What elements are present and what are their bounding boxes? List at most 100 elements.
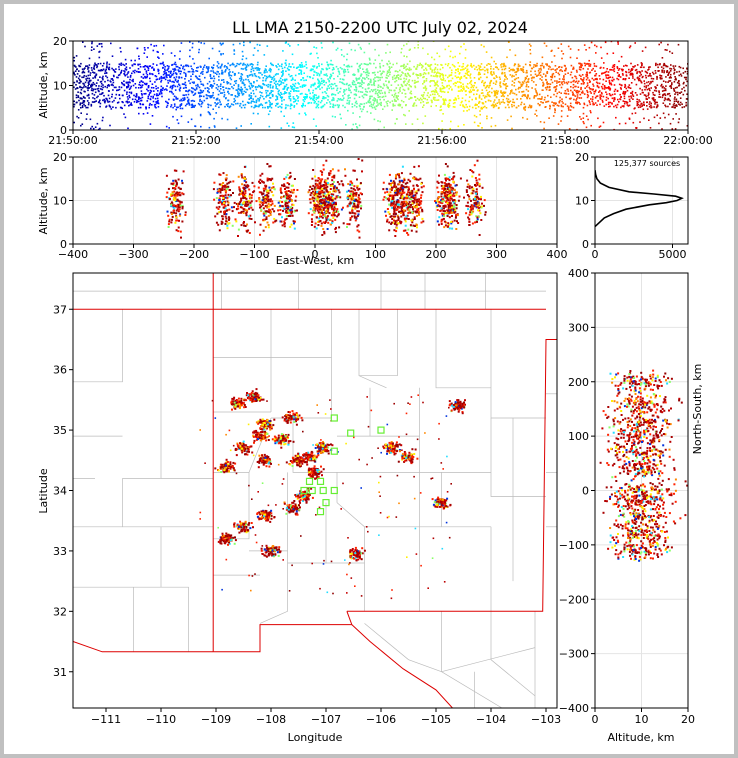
time-height-point [307, 102, 309, 105]
time-height-point [208, 57, 210, 60]
time-height-point [113, 75, 115, 78]
time-height-point [468, 105, 471, 108]
time-height-point [346, 102, 348, 105]
time-height-point [143, 65, 146, 68]
time-height-point [572, 86, 574, 89]
time-height-point [198, 95, 201, 98]
time-height-point [293, 84, 295, 87]
ew-altitude-point [225, 213, 228, 216]
time-height-point [467, 87, 470, 89]
time-height-point [427, 92, 429, 94]
time-height-point [150, 43, 152, 46]
time-height-point [232, 87, 235, 90]
time-height-point [213, 117, 215, 120]
time-height-point [614, 93, 616, 95]
time-height-point [180, 104, 183, 106]
time-height-point [404, 74, 407, 77]
time-height-point [149, 98, 152, 101]
time-height-point [100, 93, 103, 95]
time-height-point [536, 65, 538, 67]
time-height-point [443, 101, 445, 104]
ew-altitude-point [179, 205, 181, 208]
time-height-point [129, 96, 131, 99]
time-height-point [186, 96, 189, 99]
time-height-point [353, 93, 356, 96]
time-height-point [179, 107, 182, 110]
time-height-point [389, 73, 391, 76]
time-height-point [107, 90, 110, 92]
time-height-point [118, 66, 120, 68]
time-height-point [265, 92, 268, 94]
time-height-point [243, 90, 246, 93]
time-height-point [115, 106, 117, 109]
time-height-point [512, 92, 514, 94]
time-height-point [222, 86, 225, 88]
ew-altitude-point [292, 220, 295, 223]
time-height-point [298, 83, 300, 85]
time-height-point [612, 69, 614, 71]
time-height-point [79, 97, 82, 99]
time-height-point [390, 66, 393, 68]
time-height-point [576, 57, 578, 59]
time-height-point [346, 65, 349, 68]
time-height-ytick-label: 0 [60, 124, 67, 137]
time-height-point [480, 92, 483, 94]
time-height-point [648, 103, 651, 105]
time-height-point [684, 89, 686, 92]
time-height-point [99, 81, 102, 83]
time-height-point [382, 95, 385, 98]
time-height-point [201, 73, 204, 75]
ew-altitude-point [226, 187, 228, 190]
time-height-point [505, 85, 508, 87]
time-height-point [148, 65, 151, 67]
time-height-point [102, 116, 104, 119]
time-height-point [449, 55, 451, 58]
time-height-point [560, 82, 563, 84]
time-height-point [249, 82, 252, 85]
time-height-point [372, 99, 374, 101]
time-height-point [83, 86, 85, 88]
time-height-point [662, 67, 665, 70]
time-height-point [91, 69, 93, 71]
ew-altitude-point [248, 188, 251, 191]
time-height-point [582, 83, 585, 85]
time-height-point [495, 89, 498, 92]
time-height-point [643, 80, 645, 82]
time-height-point [526, 96, 528, 99]
time-height-point [642, 108, 645, 111]
time-height-point [457, 76, 460, 78]
ew-altitude-point [257, 186, 260, 189]
time-height-point [668, 72, 670, 74]
ew-altitude-point [279, 209, 282, 211]
ew-altitude-point [224, 177, 227, 180]
ew-altitude-point [218, 211, 221, 214]
time-height-point [497, 68, 500, 71]
time-height-point [118, 68, 120, 71]
time-height-point [379, 79, 381, 81]
time-height-point [618, 122, 621, 125]
time-height-point [502, 101, 504, 103]
time-height-point [607, 74, 609, 76]
time-height-point [281, 93, 283, 95]
time-height-point [546, 63, 548, 65]
time-height-point [516, 70, 519, 72]
time-height-point [569, 73, 572, 76]
time-height-point [223, 91, 226, 94]
time-height-point [87, 106, 89, 109]
time-height-point [242, 64, 244, 66]
time-height-point [565, 92, 568, 95]
time-height-point [476, 68, 479, 71]
ew-altitude-point [173, 206, 176, 209]
time-height-point [257, 49, 259, 52]
time-height-point [198, 41, 200, 43]
ew-altitude-point [239, 193, 242, 195]
time-height-point [269, 85, 272, 87]
time-height-point [162, 53, 164, 55]
time-height-point [457, 70, 459, 73]
time-height-point [377, 89, 379, 91]
time-height-point [293, 126, 296, 129]
ew-altitude-point [322, 228, 325, 230]
time-height-point [299, 85, 302, 88]
time-height-point [490, 68, 492, 70]
time-height-point [81, 104, 84, 107]
